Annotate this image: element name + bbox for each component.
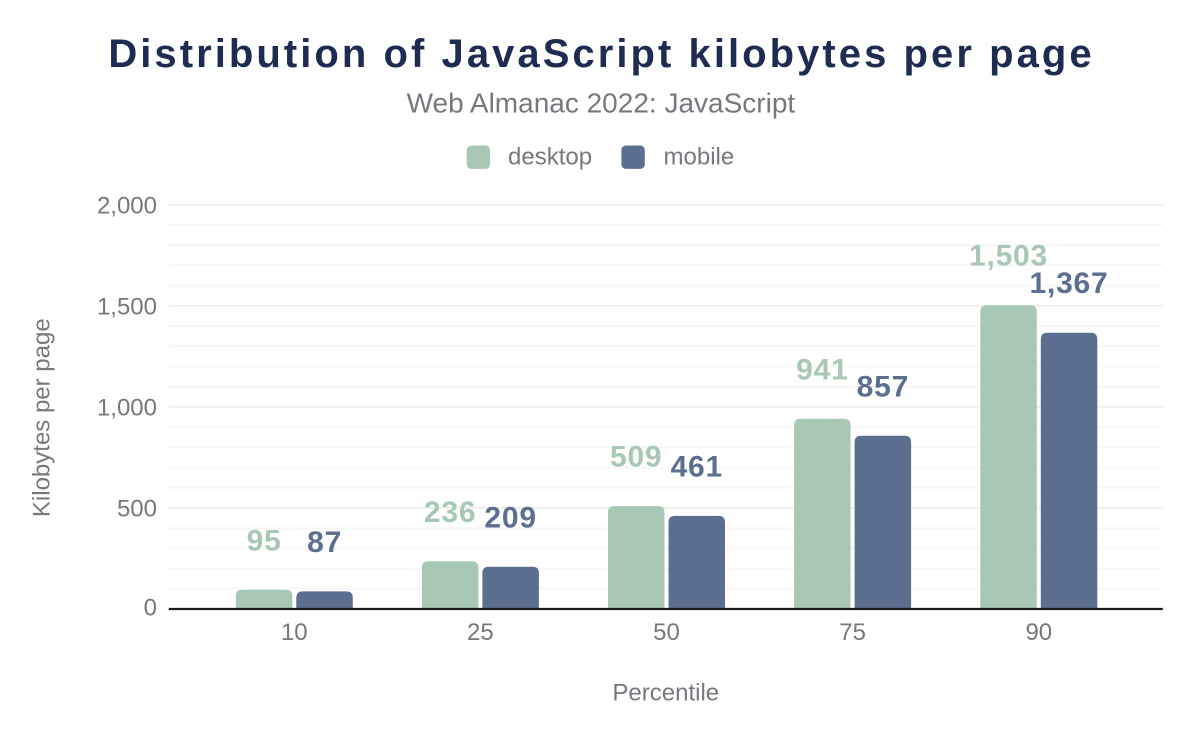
svg-text:87: 87: [307, 526, 342, 559]
svg-text:Kilobytes per page: Kilobytes per page: [29, 318, 56, 517]
svg-text:461: 461: [671, 450, 723, 483]
svg-text:1,000: 1,000: [97, 394, 157, 421]
svg-text:90: 90: [1025, 619, 1052, 646]
svg-text:1,503: 1,503: [969, 240, 1048, 273]
svg-text:1,367: 1,367: [1029, 267, 1108, 300]
svg-text:25: 25: [467, 619, 494, 646]
svg-text:mobile: mobile: [664, 143, 735, 170]
svg-text:Distribution of JavaScript kil: Distribution of JavaScript kilobytes per…: [108, 32, 1094, 76]
svg-text:509: 509: [610, 441, 662, 474]
svg-text:209: 209: [484, 501, 536, 534]
svg-text:10: 10: [281, 619, 308, 646]
svg-text:857: 857: [857, 370, 909, 403]
svg-text:75: 75: [839, 619, 866, 646]
svg-text:0: 0: [144, 595, 157, 622]
svg-text:95: 95: [247, 524, 282, 557]
svg-text:2,000: 2,000: [97, 192, 157, 219]
svg-text:50: 50: [653, 619, 680, 646]
svg-text:236: 236: [424, 496, 476, 529]
svg-text:desktop: desktop: [508, 143, 592, 170]
svg-text:1,500: 1,500: [97, 293, 157, 320]
svg-text:500: 500: [117, 495, 157, 522]
svg-text:Percentile: Percentile: [612, 680, 719, 707]
svg-text:941: 941: [796, 353, 848, 386]
svg-text:Web Almanac 2022: JavaScript: Web Almanac 2022: JavaScript: [407, 88, 796, 119]
